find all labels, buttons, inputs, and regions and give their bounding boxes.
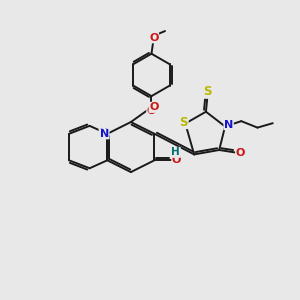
Text: H: H xyxy=(171,147,180,158)
Text: N: N xyxy=(224,120,233,130)
Text: O: O xyxy=(147,106,156,116)
Text: S: S xyxy=(203,85,212,98)
Text: O: O xyxy=(149,102,158,112)
Text: N: N xyxy=(99,128,108,138)
Text: O: O xyxy=(149,33,158,43)
Text: O: O xyxy=(236,148,245,158)
Text: S: S xyxy=(180,116,188,128)
Text: N: N xyxy=(100,129,109,139)
Text: O: O xyxy=(172,155,181,165)
